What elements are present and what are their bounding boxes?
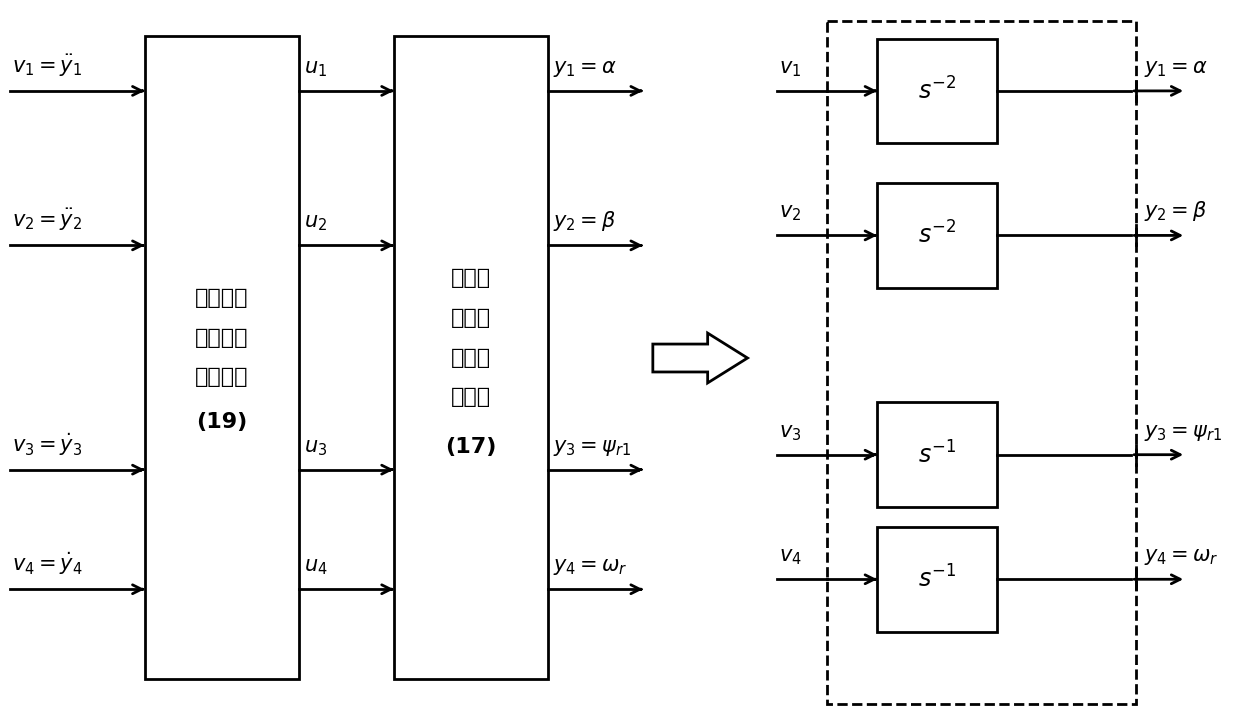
Text: $y_4=\omega_r$: $y_4=\omega_r$ bbox=[553, 558, 627, 577]
Text: $u_3$: $u_3$ bbox=[304, 438, 327, 457]
Text: $y_4 = \omega_r$: $y_4 = \omega_r$ bbox=[1145, 547, 1219, 568]
Text: $v_4=\dot{y}_4$: $v_4=\dot{y}_4$ bbox=[12, 550, 83, 577]
Bar bbox=[877, 402, 997, 507]
Text: $v_2$: $v_2$ bbox=[780, 204, 801, 223]
Text: 无轴承异: 无轴承异 bbox=[195, 288, 248, 307]
Text: 系统模型: 系统模型 bbox=[195, 368, 248, 387]
Text: $v_2=\ddot{y}_2$: $v_2=\ddot{y}_2$ bbox=[12, 207, 82, 233]
Text: $v_3$: $v_3$ bbox=[780, 423, 802, 443]
Text: 步电机逆: 步电机逆 bbox=[195, 328, 248, 347]
Bar bbox=[877, 38, 997, 144]
Text: $y_2 = \beta$: $y_2 = \beta$ bbox=[1145, 199, 1208, 223]
Bar bbox=[145, 36, 299, 679]
Text: $y_1 = \alpha$: $y_1 = \alpha$ bbox=[1145, 59, 1208, 79]
Text: 统模型: 统模型 bbox=[451, 387, 491, 407]
Text: $u_1$: $u_1$ bbox=[304, 59, 327, 79]
Text: $v_1=\ddot{y}_1$: $v_1=\ddot{y}_1$ bbox=[12, 53, 82, 79]
Bar bbox=[877, 527, 997, 631]
Text: $v_3=\dot{y}_3$: $v_3=\dot{y}_3$ bbox=[12, 431, 82, 457]
Text: $y_1=\alpha$: $y_1=\alpha$ bbox=[553, 59, 618, 79]
Polygon shape bbox=[652, 333, 748, 383]
Text: (17): (17) bbox=[445, 437, 497, 457]
Text: 机原系: 机原系 bbox=[451, 347, 491, 368]
Bar bbox=[393, 36, 548, 679]
Text: $s^{-1}$: $s^{-1}$ bbox=[918, 566, 956, 593]
Text: $u_2$: $u_2$ bbox=[304, 214, 327, 233]
Text: $y_3 = \psi_{r1}$: $y_3 = \psi_{r1}$ bbox=[1145, 423, 1223, 443]
Text: 无轴承: 无轴承 bbox=[451, 268, 491, 288]
Bar bbox=[827, 21, 1136, 704]
Text: $s^{-2}$: $s^{-2}$ bbox=[918, 222, 956, 249]
Text: $s^{-1}$: $s^{-1}$ bbox=[918, 441, 956, 468]
Text: $v_4$: $v_4$ bbox=[780, 547, 802, 568]
Text: $y_2=\beta$: $y_2=\beta$ bbox=[553, 210, 616, 233]
Text: 异步电: 异步电 bbox=[451, 307, 491, 328]
Text: $y_3=\psi_{r1}$: $y_3=\psi_{r1}$ bbox=[553, 438, 631, 457]
Text: $v_1$: $v_1$ bbox=[780, 59, 801, 79]
Text: $s^{-2}$: $s^{-2}$ bbox=[918, 78, 956, 104]
Text: (19): (19) bbox=[196, 413, 248, 432]
Bar bbox=[877, 183, 997, 288]
Text: $u_4$: $u_4$ bbox=[304, 558, 327, 577]
